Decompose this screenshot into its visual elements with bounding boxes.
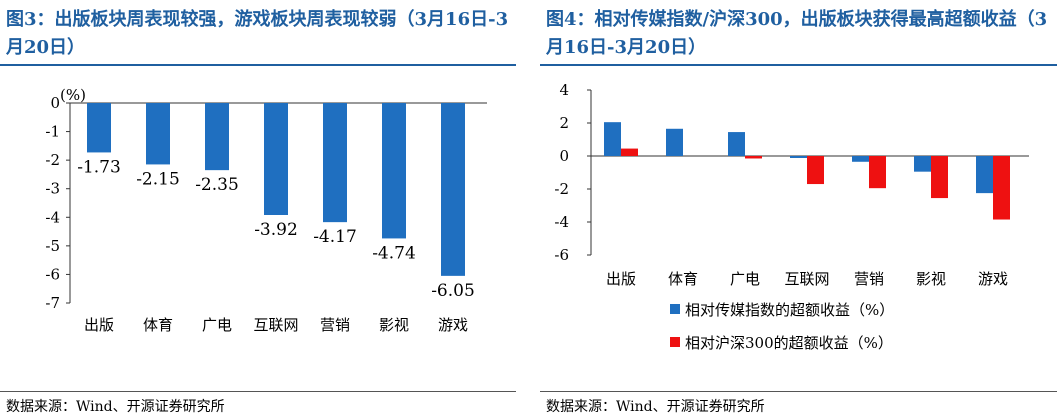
left-figure-panel: 图3：出版板块周表现较强，游戏板块周表现较弱（3月16日-3月20日） 0 -1-…	[0, 0, 516, 419]
bar-relative-csi300	[621, 148, 638, 156]
left-title-rule	[0, 64, 516, 66]
legend-label: 相对沪深300的超额收益（%）	[685, 334, 893, 352]
bar	[264, 103, 288, 215]
category-label: 游戏	[438, 316, 468, 334]
right-figure-title: 图4：相对传媒指数/沪深300，出版板块获得最高超额收益（3月16日-3月20日…	[546, 9, 1048, 58]
y-tick-label: -4	[554, 213, 569, 231]
data-label: -4.74	[372, 243, 416, 263]
unit-label: (%)	[60, 86, 86, 104]
legend-label: 相对传媒指数的超额收益（%）	[685, 301, 894, 319]
data-label: -4.17	[313, 227, 357, 247]
bar	[87, 103, 111, 153]
category-label: 广电	[730, 270, 760, 288]
category-label: 广电	[202, 316, 232, 334]
legend-swatch	[670, 337, 680, 347]
y-tick-label: -6	[554, 246, 569, 264]
category-label: 影视	[916, 270, 946, 288]
category-label: 互联网	[784, 270, 829, 288]
bar	[146, 103, 170, 165]
y-tick-label: 0	[559, 147, 569, 165]
category-label: 营销	[854, 270, 884, 288]
right-source-note: 数据来源：Wind、开源证券研究所	[546, 399, 765, 415]
bar	[382, 103, 406, 239]
left-source-rule	[0, 391, 516, 392]
right-source-rule	[540, 391, 1057, 392]
bar-relative-media-index	[914, 156, 931, 172]
data-label: -2.15	[136, 169, 180, 189]
category-label: 互联网	[253, 316, 298, 334]
y-tick-label: -3	[45, 180, 60, 198]
y-tick-label: -2	[554, 180, 569, 198]
bar	[441, 103, 465, 276]
data-label: -3.92	[254, 220, 298, 240]
bar-relative-csi300	[745, 156, 762, 159]
left-figure-title: 图3：出版板块周表现较强，游戏板块周表现较弱（3月16日-3月20日）	[6, 9, 509, 58]
category-label: 营销	[320, 316, 350, 334]
bar-relative-media-index	[604, 122, 621, 156]
y-tick-label: 0	[50, 94, 60, 112]
left-source-note: 数据来源：Wind、开源证券研究所	[6, 399, 225, 415]
y-tick-label: -2	[45, 151, 60, 169]
y-tick-label: -7	[45, 294, 60, 312]
data-label: -2.35	[195, 175, 239, 195]
legend-swatch	[670, 304, 680, 314]
data-label: -1.73	[77, 157, 121, 177]
bar-relative-media-index	[666, 128, 683, 156]
left-bar-chart: 0 -1 -2 -3 -4 -5 -6 -7 (%) -1.73 出版 -2.15 体育 -2.35 广电 -…	[45, 86, 487, 334]
y-tick-label: -4	[45, 208, 60, 226]
y-tick-label: 4	[559, 81, 569, 99]
category-label: 出版	[606, 270, 636, 288]
category-label: 出版	[84, 316, 114, 334]
y-tick-label: -6	[45, 265, 60, 283]
category-label: 游戏	[978, 270, 1008, 288]
right-title-rule	[540, 64, 1057, 66]
category-label: 体育	[668, 270, 698, 288]
bar-relative-csi300	[931, 156, 948, 199]
bar-relative-media-index	[790, 156, 807, 158]
bar	[205, 103, 229, 171]
bar-relative-media-index	[976, 156, 993, 194]
y-tick-label: 2	[559, 114, 569, 132]
y-tick-label: -5	[45, 237, 60, 255]
data-label: -6.05	[431, 281, 475, 301]
bar-relative-csi300	[807, 156, 824, 185]
right-figure-panel: 图4：相对传媒指数/沪深300，出版板块获得最高超额收益（3月16日-3月20日…	[540, 0, 1057, 419]
bar-relative-csi300	[993, 156, 1010, 220]
bar-relative-media-index	[728, 132, 745, 156]
y-tick-label: -1	[45, 123, 60, 141]
bar-relative-csi300	[869, 156, 886, 189]
bar	[323, 103, 347, 223]
category-label: 影视	[379, 316, 409, 334]
bar-relative-media-index	[852, 156, 869, 162]
category-label: 体育	[143, 316, 173, 334]
